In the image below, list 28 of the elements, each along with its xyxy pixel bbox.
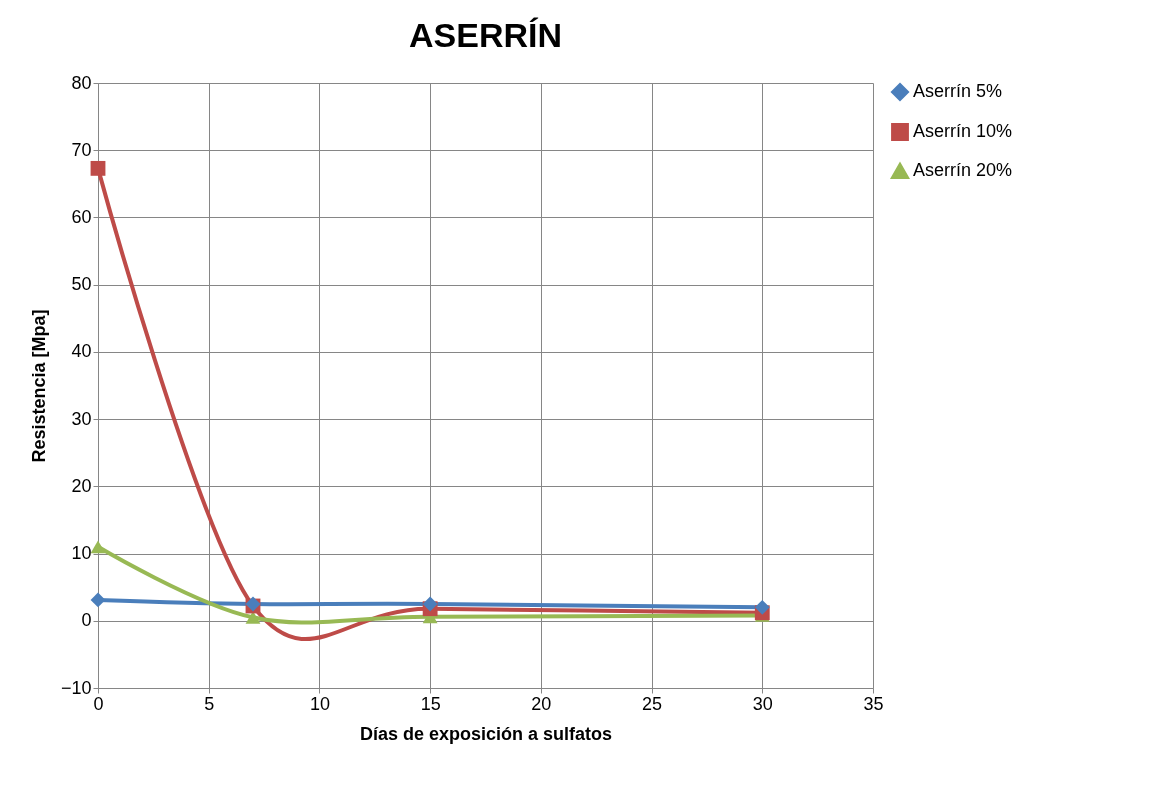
x-tick-label: 25 (642, 693, 663, 714)
legend-label: Aserrín 20% (913, 160, 1013, 180)
legend-label: Aserrín 5% (913, 81, 1003, 101)
y-tick-label: 20 (71, 475, 92, 496)
point (90, 592, 106, 608)
chart-title: ASERRÍN (408, 16, 563, 54)
y-tick-label: 40 (71, 341, 92, 362)
y-tick-label: 50 (71, 274, 92, 295)
y-tick-label: 80 (71, 72, 92, 93)
y-tick-label: 70 (71, 139, 92, 160)
legend-label: Aserrín 10% (913, 121, 1013, 141)
y-tick-label: −10 (60, 677, 92, 698)
y-axis-title: Resistencia [Mpa] (28, 309, 49, 463)
y-tick-label: 0 (81, 610, 92, 631)
y-tick-label: 30 (71, 408, 92, 429)
x-tick-label: 15 (420, 693, 441, 714)
point (754, 599, 770, 615)
x-tick-label: 20 (531, 693, 552, 714)
y-tick-label: 60 (71, 206, 92, 227)
x-axis-title: Días de exposición a sulfatos (359, 723, 613, 744)
x-tick-label: 35 (863, 693, 884, 714)
point (90, 540, 106, 554)
x-tick-label: 5 (204, 693, 215, 714)
x-tick-label: 10 (309, 693, 330, 714)
y-tick-label: 10 (71, 543, 92, 564)
point (422, 596, 438, 612)
point (90, 160, 106, 176)
x-tick-label: 30 (752, 693, 773, 714)
